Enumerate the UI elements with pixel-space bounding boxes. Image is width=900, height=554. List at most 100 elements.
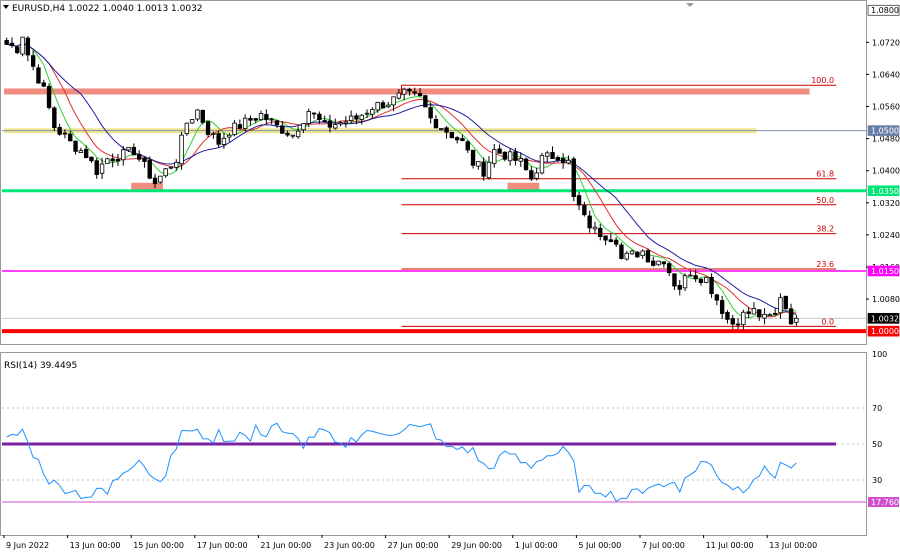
candle[interactable] xyxy=(126,146,131,152)
candle[interactable] xyxy=(704,277,709,284)
candle[interactable] xyxy=(99,157,105,179)
candle[interactable] xyxy=(131,143,137,156)
candle[interactable] xyxy=(719,295,725,320)
candle[interactable] xyxy=(613,237,619,248)
candle[interactable] xyxy=(661,261,667,268)
candle[interactable] xyxy=(428,102,433,124)
candle[interactable] xyxy=(68,130,73,142)
candle[interactable] xyxy=(762,308,767,325)
candle[interactable] xyxy=(682,273,688,292)
candle[interactable] xyxy=(460,134,465,142)
candle[interactable] xyxy=(582,201,587,217)
candle[interactable] xyxy=(576,191,582,211)
candle[interactable] xyxy=(115,154,121,166)
candle[interactable] xyxy=(560,153,566,169)
candle[interactable] xyxy=(290,134,296,139)
candle[interactable] xyxy=(794,315,799,326)
candle[interactable] xyxy=(433,115,439,129)
candle[interactable] xyxy=(454,136,460,144)
candle[interactable] xyxy=(386,101,391,109)
candle[interactable] xyxy=(778,293,783,319)
triangle-down-icon[interactable] xyxy=(3,5,9,9)
candle[interactable] xyxy=(57,123,62,136)
candle[interactable] xyxy=(354,113,359,125)
candle[interactable] xyxy=(587,210,592,233)
candle[interactable] xyxy=(168,166,174,170)
candle[interactable] xyxy=(656,260,661,266)
candle[interactable] xyxy=(83,145,89,159)
candle[interactable] xyxy=(651,256,656,267)
candle[interactable] xyxy=(645,248,651,263)
candle[interactable] xyxy=(666,261,672,276)
candle[interactable] xyxy=(317,111,322,125)
candle[interactable] xyxy=(539,152,545,175)
candle[interactable] xyxy=(640,249,645,259)
candle[interactable] xyxy=(78,147,84,153)
candle[interactable] xyxy=(407,87,412,96)
candle[interactable] xyxy=(751,302,757,315)
candle[interactable] xyxy=(523,157,529,171)
candle[interactable] xyxy=(269,117,274,125)
candle[interactable] xyxy=(322,115,327,122)
candle[interactable] xyxy=(788,303,794,325)
candle[interactable] xyxy=(698,277,704,286)
candle[interactable] xyxy=(735,318,741,330)
candle[interactable] xyxy=(152,173,158,189)
candle[interactable] xyxy=(465,140,470,154)
candle[interactable] xyxy=(295,126,301,139)
candle[interactable] xyxy=(629,249,635,255)
candle[interactable] xyxy=(566,155,571,165)
candle[interactable] xyxy=(359,114,364,125)
candle[interactable] xyxy=(264,109,269,125)
candle[interactable] xyxy=(73,140,78,155)
candle[interactable] xyxy=(481,157,486,181)
candle[interactable] xyxy=(105,157,110,164)
candle[interactable] xyxy=(396,89,402,100)
candle[interactable] xyxy=(444,125,449,139)
candle[interactable] xyxy=(227,133,232,142)
candle[interactable] xyxy=(730,314,735,329)
candle[interactable] xyxy=(757,309,762,322)
candle[interactable] xyxy=(772,308,778,316)
candle[interactable] xyxy=(205,120,211,138)
candle[interactable] xyxy=(253,117,258,124)
candle[interactable] xyxy=(147,156,152,180)
candle[interactable] xyxy=(783,295,788,311)
candle[interactable] xyxy=(492,144,497,168)
candle[interactable] xyxy=(767,312,773,317)
candle[interactable] xyxy=(46,83,52,110)
candle[interactable] xyxy=(311,112,317,119)
candle[interactable] xyxy=(439,128,444,131)
candle[interactable] xyxy=(714,293,720,306)
candle[interactable] xyxy=(306,108,311,128)
candle[interactable] xyxy=(470,149,476,169)
candle[interactable] xyxy=(608,233,614,243)
candle[interactable] xyxy=(9,37,15,48)
candles-layer[interactable] xyxy=(4,35,799,331)
candle[interactable] xyxy=(333,118,338,130)
candle[interactable] xyxy=(741,309,746,331)
candle[interactable] xyxy=(518,152,523,167)
candle[interactable] xyxy=(555,155,561,163)
candle[interactable] xyxy=(545,150,550,163)
candle[interactable] xyxy=(348,110,354,124)
candle[interactable] xyxy=(598,223,603,241)
candle[interactable] xyxy=(709,273,714,298)
candle[interactable] xyxy=(195,109,200,122)
candle[interactable] xyxy=(142,156,147,168)
candle[interactable] xyxy=(370,107,375,119)
candle[interactable] xyxy=(624,250,629,261)
candle[interactable] xyxy=(221,132,227,149)
scroll-marker-icon[interactable] xyxy=(686,3,694,7)
candle[interactable] xyxy=(603,235,608,246)
candle[interactable] xyxy=(184,122,190,136)
candle[interactable] xyxy=(364,109,370,118)
candle[interactable] xyxy=(248,115,253,126)
candle[interactable] xyxy=(15,45,20,55)
candle[interactable] xyxy=(412,87,417,96)
candle[interactable] xyxy=(592,221,598,234)
candle[interactable] xyxy=(672,273,677,290)
candle[interactable] xyxy=(189,119,195,124)
candle[interactable] xyxy=(746,307,751,319)
candle[interactable] xyxy=(179,131,184,170)
